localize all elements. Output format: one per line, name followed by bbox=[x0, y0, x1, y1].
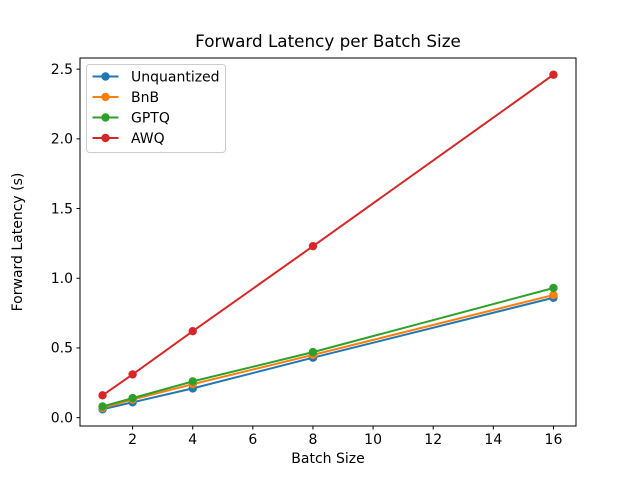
data-point-awq bbox=[549, 70, 558, 79]
data-point-gptq bbox=[308, 347, 318, 357]
data-point-gptq bbox=[98, 402, 107, 411]
legend-box bbox=[86, 64, 226, 153]
data-point-gptq bbox=[188, 377, 197, 386]
x-tick-label: 10 bbox=[364, 432, 382, 448]
series-line-unquantized bbox=[101, 296, 555, 411]
data-point-awq bbox=[188, 327, 197, 336]
x-tick-label: 6 bbox=[248, 432, 257, 448]
data-point-bnb bbox=[549, 290, 558, 300]
y-tick-label: 0.0 bbox=[51, 410, 73, 426]
legend-marker bbox=[101, 113, 110, 122]
series-line-bnb bbox=[101, 293, 555, 409]
legend-entry-label: GPTQ bbox=[131, 110, 170, 126]
legend-entry-label: BnB bbox=[131, 90, 159, 106]
axes-spines bbox=[79, 57, 577, 427]
y-axis-label: Forward Latency (s) bbox=[10, 173, 26, 312]
x-tick-label: 14 bbox=[484, 432, 502, 448]
data-point-awq bbox=[128, 370, 137, 379]
legend-marker bbox=[101, 92, 110, 102]
x-tick-label: 16 bbox=[545, 432, 563, 448]
chart-title: Forward Latency per Batch Size bbox=[195, 31, 461, 51]
plot-area: 2 4 6 8 10 12 14 16 0.0 0.5 1.0 1.5 2.0 2.5 Unquantize… bbox=[51, 57, 577, 448]
legend-marker bbox=[101, 72, 110, 81]
legend-entry-label: AWQ bbox=[131, 131, 165, 147]
y-tick-label: 2.5 bbox=[51, 62, 73, 78]
x-axis-label: Batch Size bbox=[291, 451, 364, 467]
x-tick-label: 4 bbox=[188, 432, 197, 448]
y-tick-label: 1.5 bbox=[51, 201, 73, 217]
data-point-gptq bbox=[128, 393, 137, 403]
y-tick-label: 2.0 bbox=[51, 132, 73, 148]
legend-entry-label: Unquantized bbox=[131, 69, 220, 85]
data-point-awq bbox=[308, 241, 318, 251]
y-tick-label: 0.5 bbox=[51, 341, 73, 357]
data-point-awq bbox=[98, 391, 107, 400]
x-tick-label: 12 bbox=[424, 432, 442, 448]
x-tick-label: 2 bbox=[128, 432, 137, 448]
data-point-gptq bbox=[549, 283, 558, 293]
x-tick-label: 8 bbox=[309, 432, 318, 448]
y-tick-label: 1.0 bbox=[51, 271, 73, 287]
legend-marker bbox=[101, 133, 110, 143]
